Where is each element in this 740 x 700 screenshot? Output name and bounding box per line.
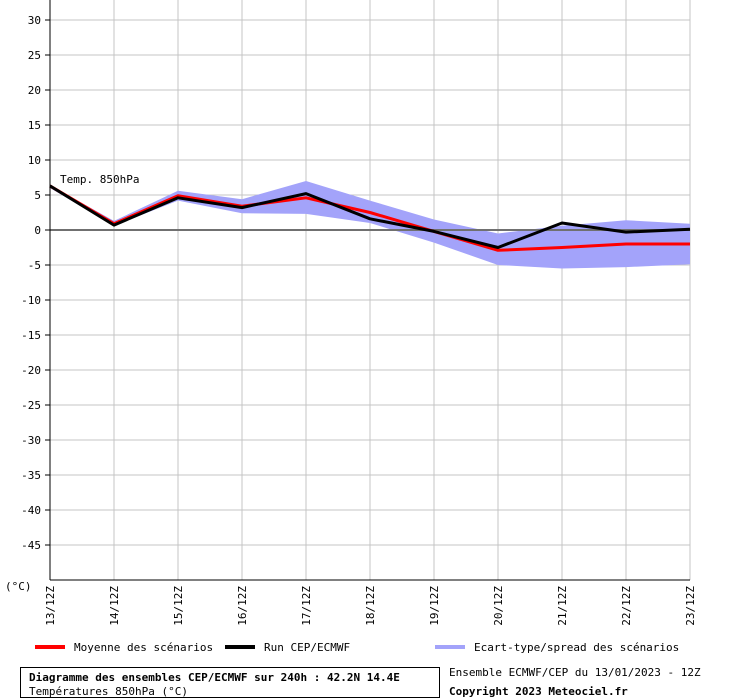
y-tick-label: 20	[28, 84, 41, 97]
y-tick-label: 25	[28, 49, 41, 62]
x-tick-label: 16/12Z	[236, 586, 249, 626]
legend: Moyenne des scénarios Run CEP/ECMWF Ecart-…	[35, 641, 679, 654]
chart-annotation: Temp. 850hPa	[60, 173, 139, 186]
y-tick-label: 0	[34, 224, 41, 237]
y-tick-label: 15	[28, 119, 41, 132]
x-tick-label: 21/12Z	[556, 586, 569, 626]
y-tick-label: 5	[34, 189, 41, 202]
y-tick-label: -45	[21, 539, 41, 552]
x-tick-label: 13/12Z	[44, 586, 57, 626]
legend-label: Ecart-type/spread des scénarios	[474, 641, 679, 654]
y-tick-label: 10	[28, 154, 41, 167]
y-tick-label: -30	[21, 434, 41, 447]
x-tick-label: 23/12Z	[684, 586, 697, 626]
y-unit-label: (°C)	[5, 580, 32, 593]
mean-line	[49, 184, 690, 252]
y-tick-label: -25	[21, 399, 41, 412]
x-tick-label: 14/12Z	[108, 586, 121, 626]
diagram-title: Diagramme des ensembles CEP/ECMWF sur 24…	[29, 671, 400, 684]
x-tick-label: 19/12Z	[428, 586, 441, 626]
y-tick-label: -35	[21, 469, 41, 482]
x-tick-label: 20/12Z	[492, 586, 505, 626]
diagram-subtitle: Températures 850hPa (°C)	[29, 685, 188, 698]
axis-layer	[45, 0, 690, 581]
tick-labels-layer: 30 25 20 15 10 5 0 -5 -10 -15 -20 -25 -30 -35 -40 -45 13…	[21, 14, 697, 626]
grid	[49, 0, 691, 580]
y-tick-label: -40	[21, 504, 41, 517]
x-tick-label: 18/12Z	[364, 586, 377, 626]
run-line	[49, 184, 691, 249]
y-tick-label: -20	[21, 364, 41, 377]
y-tick-label: -5	[28, 259, 41, 272]
y-tick-label: 30	[28, 14, 41, 27]
x-tick-label: 15/12Z	[172, 586, 185, 626]
x-tick-label: 17/12Z	[300, 586, 313, 626]
copyright: Copyright 2023 Meteociel.fr	[449, 685, 628, 698]
legend-label: Moyenne des scénarios	[74, 641, 213, 654]
series-lines-layer	[49, 184, 691, 252]
legend-label: Run CEP/ECMWF	[264, 641, 350, 654]
y-tick-label: -15	[21, 329, 41, 342]
x-tick-label: 22/12Z	[620, 586, 633, 626]
footer-title-box: Diagramme des ensembles CEP/ECMWF sur 24…	[20, 667, 440, 698]
y-tick-label: -10	[21, 294, 41, 307]
run-info: Ensemble ECMWF/CEP du 13/01/2023 - 12Z	[449, 666, 701, 679]
